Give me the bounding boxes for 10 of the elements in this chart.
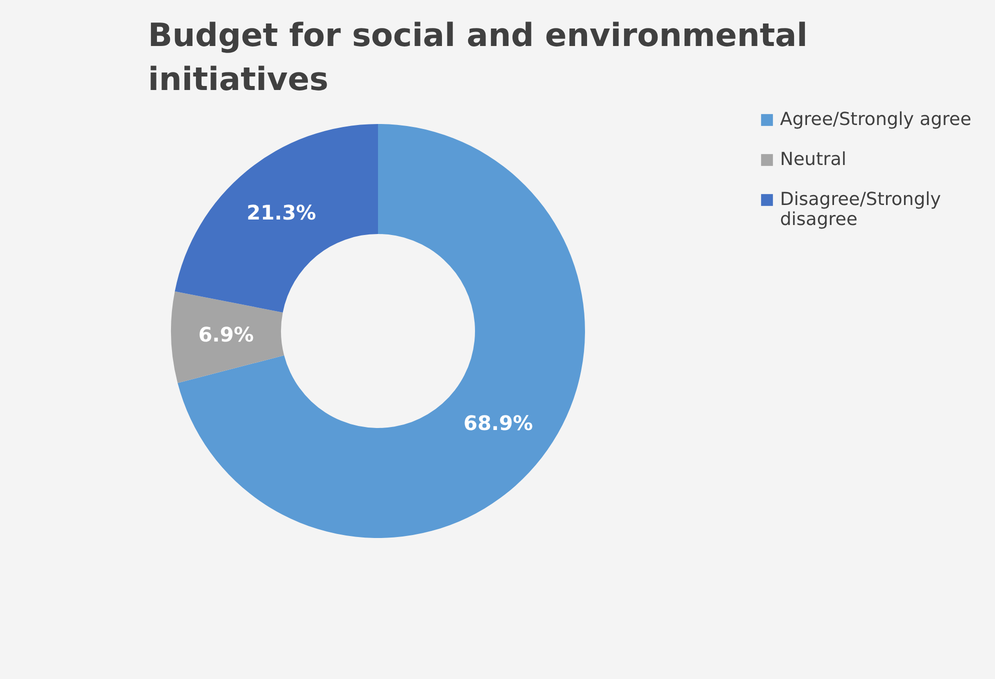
legend-label: Agree/Strongly agree: [780, 109, 972, 130]
chart-title: Budget for social and environmental initiatives: [148, 16, 808, 98]
data-label: 21.3%: [246, 200, 316, 225]
legend-label: Neutral: [780, 149, 846, 170]
donut-slice: [178, 124, 585, 538]
donut-slice: [174, 124, 378, 312]
data-label: 68.9%: [464, 411, 533, 435]
data-label: 6.9%: [198, 322, 254, 347]
legend-label: Disagree/Strongly disagree: [780, 189, 942, 230]
donut-slice: [171, 291, 284, 384]
